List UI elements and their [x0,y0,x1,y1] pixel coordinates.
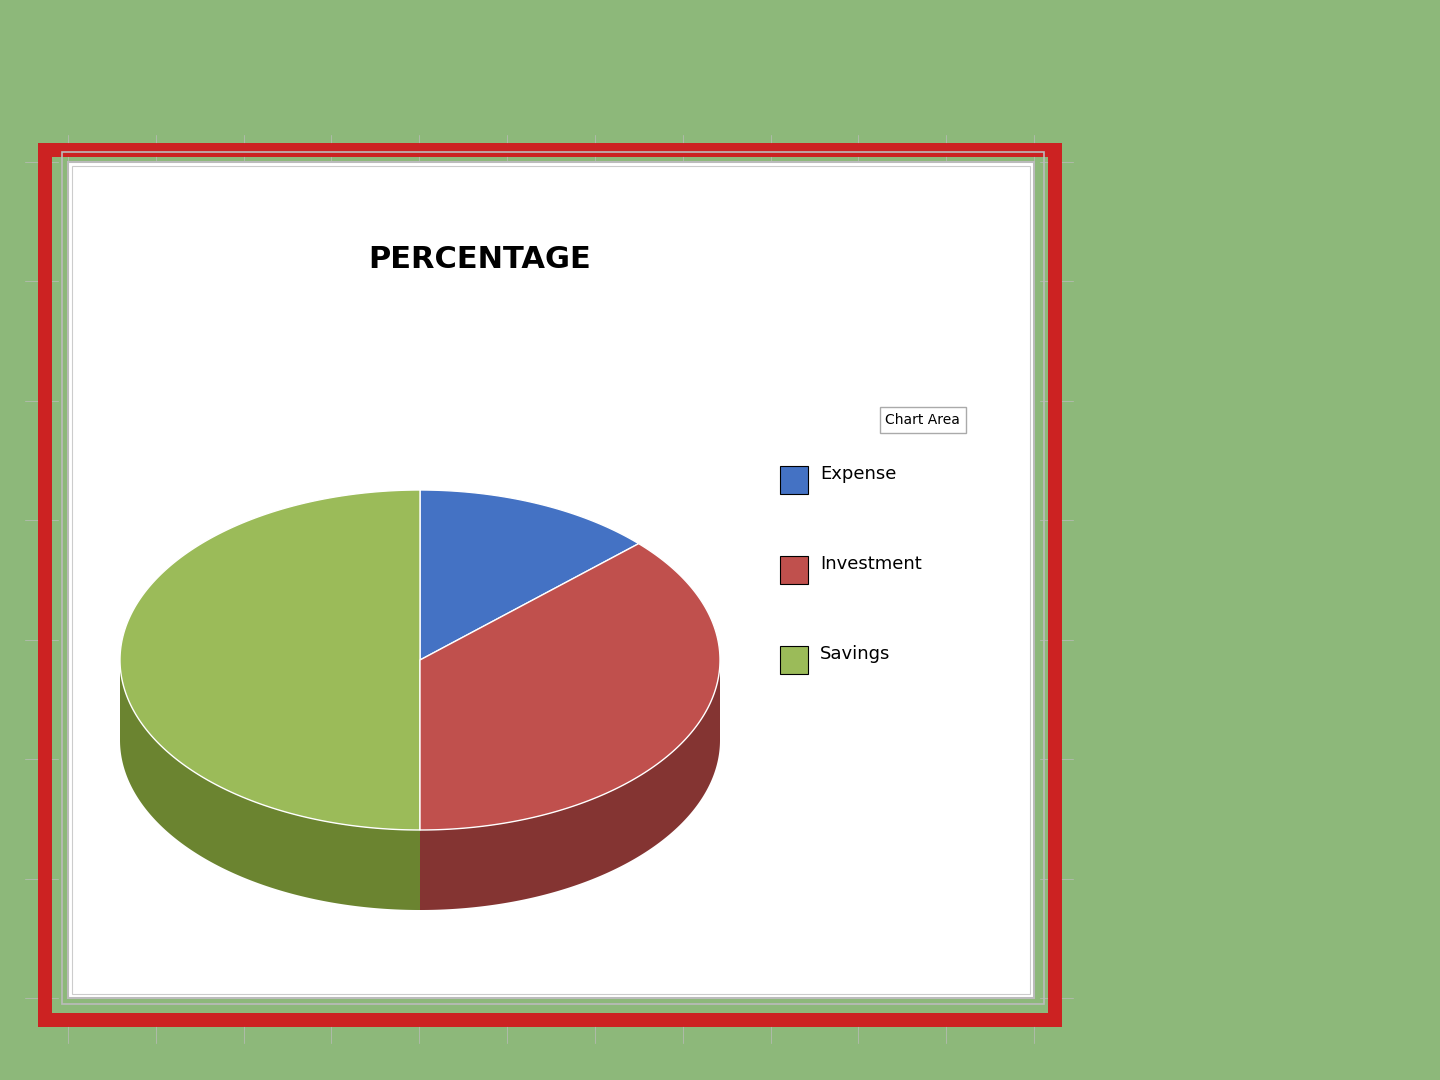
Bar [780,646,808,674]
Bar [45,150,1056,1020]
Text: Chart Area: Chart Area [886,413,960,427]
Bar [62,152,1044,1004]
Bar [72,166,1030,994]
Polygon shape [420,543,720,831]
Polygon shape [420,490,639,660]
Text: PERCENTAGE: PERCENTAGE [369,245,592,274]
Text: Savings: Savings [819,645,890,663]
Polygon shape [420,661,720,910]
Bar [68,162,1034,998]
Text: Expense: Expense [819,465,896,483]
Bar [780,465,808,494]
Bar [780,556,808,584]
Bar [45,150,1056,1020]
Polygon shape [120,490,420,831]
Polygon shape [120,661,420,910]
Text: Investment: Investment [819,555,922,573]
